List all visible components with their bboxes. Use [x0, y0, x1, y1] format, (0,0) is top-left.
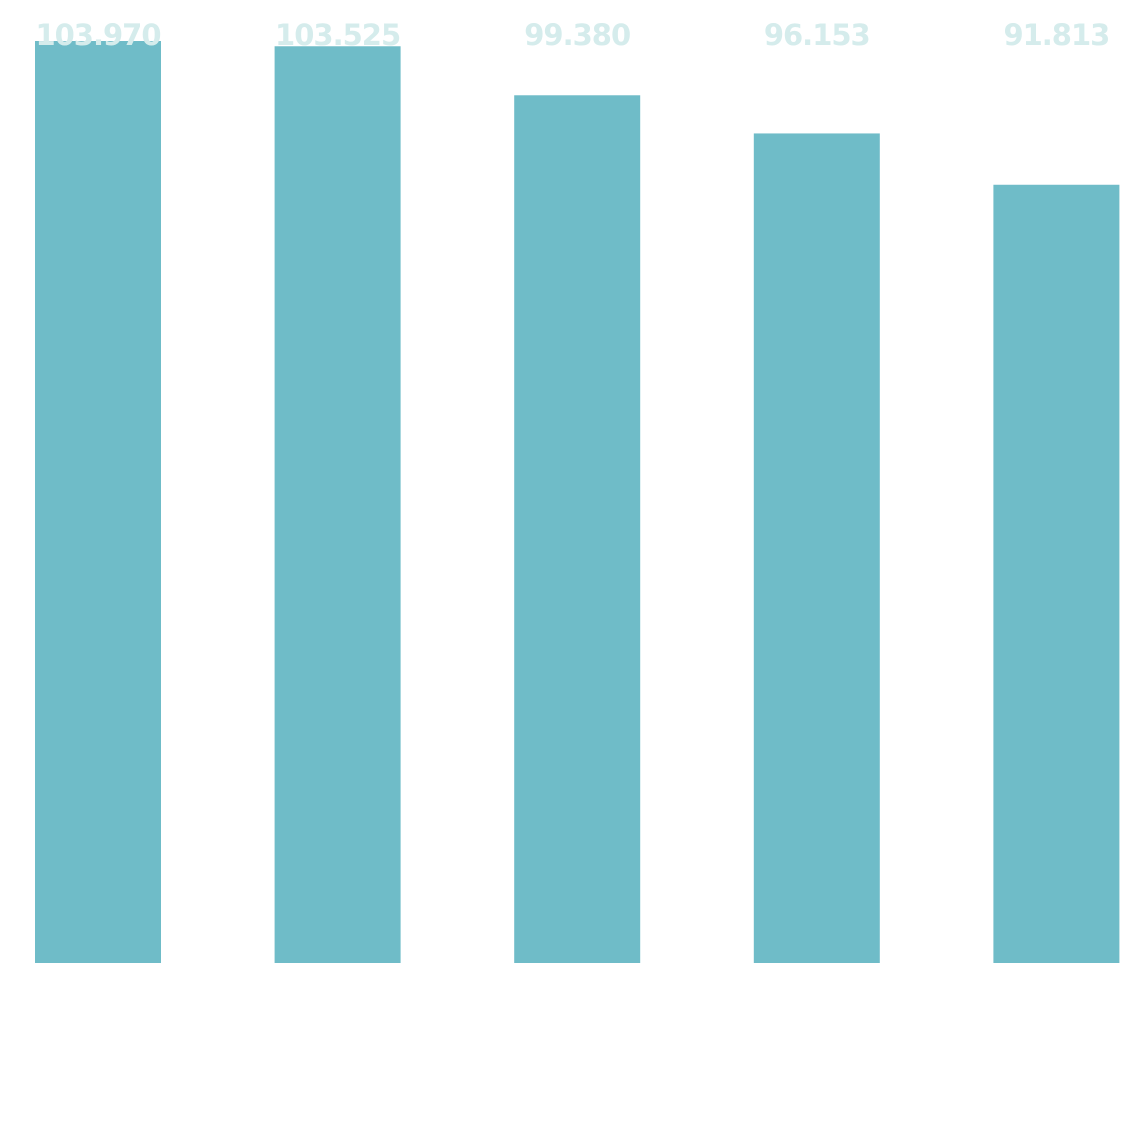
- bar-value-label: 103.525: [275, 18, 400, 52]
- bar: [993, 184, 1120, 963]
- bar-value-label: 103.970: [35, 18, 160, 52]
- bar-value-label: 99.380: [524, 18, 630, 52]
- bar: [753, 133, 880, 963]
- bar: [274, 46, 401, 964]
- bar-value-label: 96.153: [764, 18, 870, 52]
- bar: [35, 41, 161, 963]
- bar: [514, 95, 641, 963]
- bar-value-label: 91.813: [1003, 18, 1109, 52]
